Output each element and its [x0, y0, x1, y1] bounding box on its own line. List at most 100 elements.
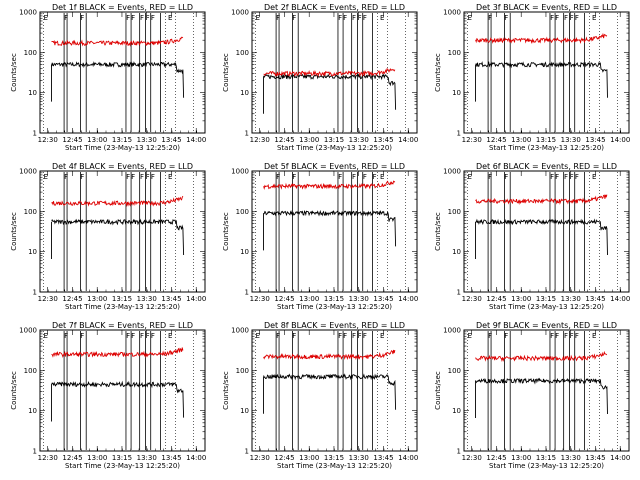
lld-series-line [51, 347, 184, 359]
x-tick-label: 14:00 [610, 295, 630, 303]
panel-title: Det 2f BLACK = Events, RED = LLD [264, 3, 405, 12]
y-axis-label: Counts/sec [222, 212, 230, 251]
panel-6: Det 6f BLACK = Events, RED = LLD 1 10 100 10… [434, 162, 630, 311]
x-tick-label: 14:00 [186, 136, 206, 144]
flag-letter: E [43, 14, 47, 22]
flag-letter: F [564, 173, 568, 181]
x-tick-label: 13:00 [299, 454, 319, 462]
y-axis-label: Counts/sec [434, 212, 442, 251]
x-tick-label: 13:30 [561, 136, 581, 144]
x-tick-label: 14:00 [186, 295, 206, 303]
x-tick-label: 13:15 [324, 136, 344, 144]
plot-frame [463, 329, 630, 452]
flag-letter: F [292, 332, 296, 340]
flag-letter: F [151, 332, 155, 340]
flag-letter: E [168, 332, 172, 340]
y-tick-label: 100 [448, 208, 461, 216]
x-tick-label: 13:45 [585, 454, 605, 462]
y-tick-label: 10 [240, 248, 249, 256]
y-tick-label: 1000 [19, 9, 37, 17]
x-axis-label: Start Time (23-May-13 12:25:20) [65, 144, 180, 152]
x-tick-label: 13:00 [87, 136, 107, 144]
y-tick-label: 1 [457, 289, 461, 297]
events-series-line [475, 218, 608, 256]
x-tick-label: 13:15 [112, 454, 132, 462]
flag-letter: E [467, 332, 471, 340]
y-tick-label: 10 [28, 89, 37, 97]
x-tick-label: 12:45 [274, 295, 294, 303]
events-series-line [263, 373, 397, 410]
y-tick-label: 10 [240, 89, 249, 97]
flag-letter: F [488, 14, 492, 22]
panel-title: Det 5f BLACK = Events, RED = LLD [264, 162, 405, 171]
flag-letter: F [276, 332, 280, 340]
y-tick-label: 1000 [443, 168, 461, 176]
y-tick-label: 1 [33, 130, 37, 138]
flag-letter: F [504, 173, 508, 181]
flag-letter: E [168, 14, 172, 22]
flag-letter: F [504, 332, 508, 340]
flag-letter: F [80, 14, 84, 22]
panel-title: Det 1f BLACK = Events, RED = LLD [52, 3, 193, 12]
flag-letter: E [592, 14, 596, 22]
flag-letter: F [131, 14, 135, 22]
x-tick-label: 13:45 [161, 295, 181, 303]
panel-title: Det 6f BLACK = Events, RED = LLD [476, 162, 617, 171]
y-tick-label: 1000 [231, 168, 249, 176]
flag-letter: E [467, 14, 471, 22]
x-tick-label: 12:30 [462, 454, 482, 462]
x-tick-label: 13:30 [561, 454, 581, 462]
flag-letter: F [64, 173, 68, 181]
flag-letter: F [488, 173, 492, 181]
x-axis-label: Start Time (23-May-13 12:25:20) [489, 462, 604, 470]
y-tick-label: 100 [24, 49, 37, 57]
flag-letter: E [592, 173, 596, 181]
x-tick-label: 12:45 [486, 454, 506, 462]
panel-3: Det 3f BLACK = Events, RED = LLD 1 10 100 10… [434, 3, 630, 152]
flag-letter: F [343, 332, 347, 340]
panel-title: Det 8f BLACK = Events, RED = LLD [264, 321, 405, 330]
x-tick-label: 14:00 [186, 454, 206, 462]
x-axis-label: Start Time (23-May-13 12:25:20) [65, 462, 180, 470]
flag-letter: E [380, 173, 384, 181]
panel-2: Det 2f BLACK = Events, RED = LLD 1 10 100 10… [222, 3, 418, 152]
flag-letter: F [338, 173, 342, 181]
flag-letter: F [504, 14, 508, 22]
events-series-line [51, 380, 185, 418]
flag-letter: F [358, 14, 362, 22]
flag-letter: F [126, 173, 130, 181]
y-tick-label: 1000 [231, 327, 249, 335]
flag-letter: F [126, 332, 130, 340]
plot-frame [251, 11, 418, 134]
y-tick-label: 10 [28, 248, 37, 256]
events-series-line [51, 61, 185, 98]
x-tick-label: 12:45 [62, 136, 82, 144]
flag-letter: F [550, 332, 554, 340]
x-axis-label: Start Time (23-May-13 12:25:20) [65, 303, 180, 311]
x-tick-label: 12:45 [274, 136, 294, 144]
flag-letter: F [358, 332, 362, 340]
x-tick-label: 12:30 [462, 136, 482, 144]
flag-letter: E [380, 332, 384, 340]
y-tick-label: 100 [448, 367, 461, 375]
plot-frame [463, 170, 630, 293]
flag-letter: F [151, 173, 155, 181]
y-tick-label: 1 [33, 289, 37, 297]
y-tick-label: 100 [236, 367, 249, 375]
x-tick-label: 13:15 [324, 295, 344, 303]
x-tick-label: 14:00 [610, 454, 630, 462]
flag-letter: F [570, 14, 574, 22]
y-tick-label: 1 [33, 448, 37, 456]
flag-letter: F [363, 332, 367, 340]
flag-letter: F [64, 332, 68, 340]
y-tick-label: 1000 [443, 327, 461, 335]
x-axis-label: Start Time (23-May-13 12:25:20) [489, 303, 604, 311]
x-tick-label: 12:30 [38, 454, 58, 462]
x-tick-label: 13:00 [87, 454, 107, 462]
x-tick-label: 13:30 [349, 295, 369, 303]
x-tick-label: 13:45 [373, 136, 393, 144]
panel-title: Det 9f BLACK = Events, RED = LLD [476, 321, 617, 330]
flag-letter: F [276, 173, 280, 181]
lld-series-line [475, 32, 608, 45]
x-tick-label: 13:45 [373, 295, 393, 303]
